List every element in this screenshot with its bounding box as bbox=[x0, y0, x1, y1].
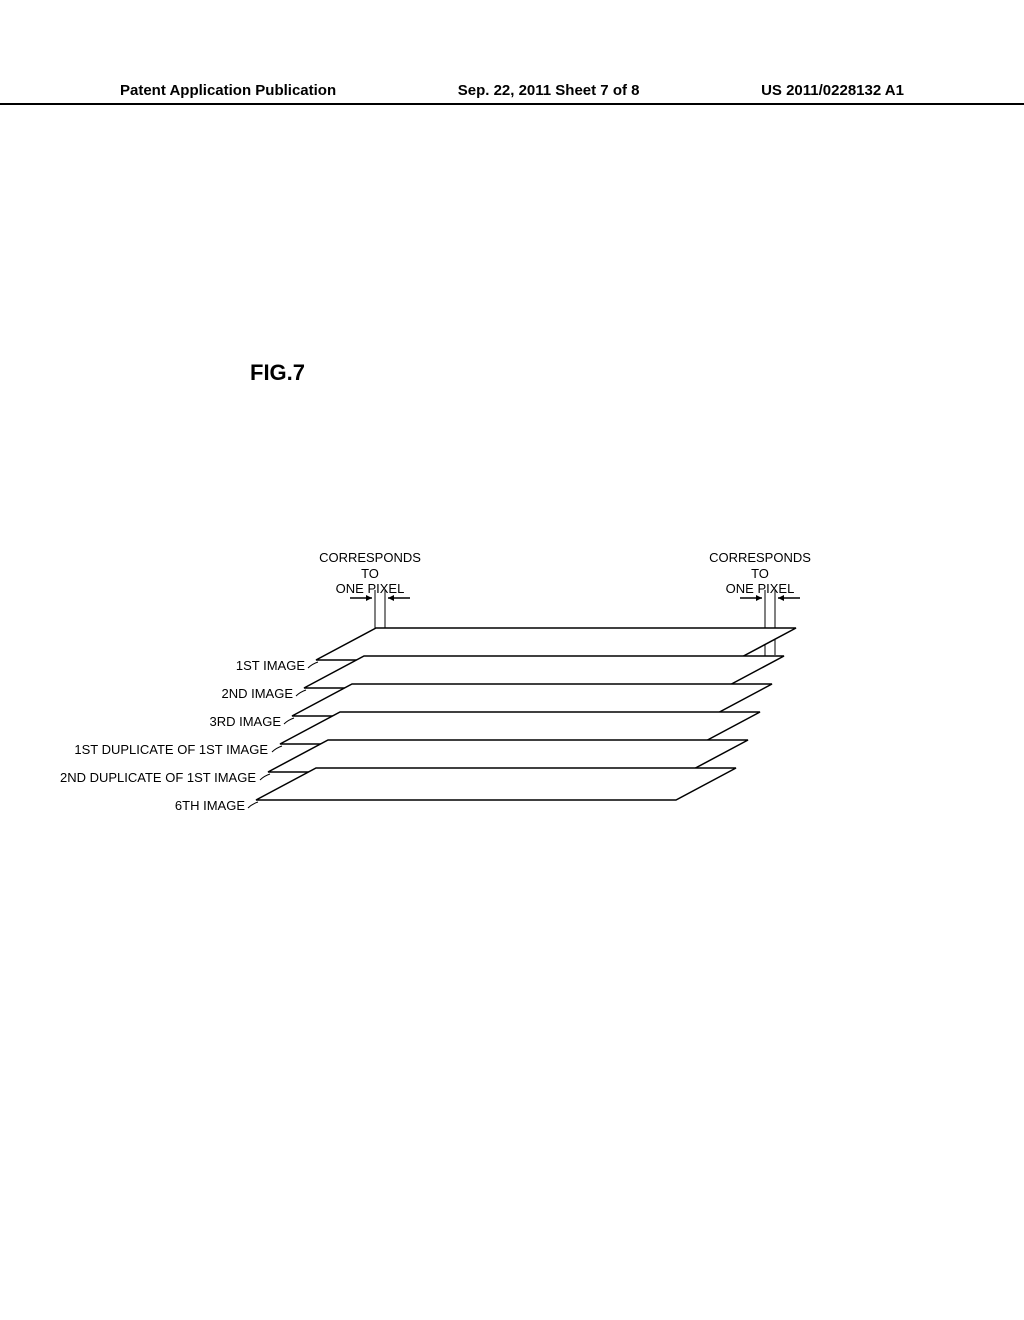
figure-label: FIG.7 bbox=[250, 360, 305, 386]
layer-3 bbox=[292, 684, 772, 716]
header-left: Patent Application Publication bbox=[120, 82, 336, 99]
label-1st-image: 1ST IMAGE bbox=[120, 658, 305, 673]
layer-6 bbox=[256, 768, 736, 800]
diagram-svg bbox=[130, 550, 900, 870]
page-header: Patent Application Publication Sep. 22, … bbox=[0, 82, 1024, 105]
label-3rd-image: 3RD IMAGE bbox=[96, 714, 281, 729]
label-6th-image: 6TH IMAGE bbox=[60, 798, 245, 813]
layer-5 bbox=[268, 740, 748, 772]
header-center: Sep. 22, 2011 Sheet 7 of 8 bbox=[458, 82, 640, 99]
header-row: Patent Application Publication Sep. 22, … bbox=[0, 82, 1024, 99]
layer-1 bbox=[316, 628, 796, 660]
label-1st-dup: 1ST DUPLICATE OF 1ST IMAGE bbox=[0, 742, 268, 757]
header-right: US 2011/0228132 A1 bbox=[761, 82, 904, 99]
label-2nd-dup: 2ND DUPLICATE OF 1ST IMAGE bbox=[0, 770, 256, 785]
layer-2 bbox=[304, 656, 784, 688]
layer-4 bbox=[280, 712, 760, 744]
label-2nd-image: 2ND IMAGE bbox=[108, 686, 293, 701]
